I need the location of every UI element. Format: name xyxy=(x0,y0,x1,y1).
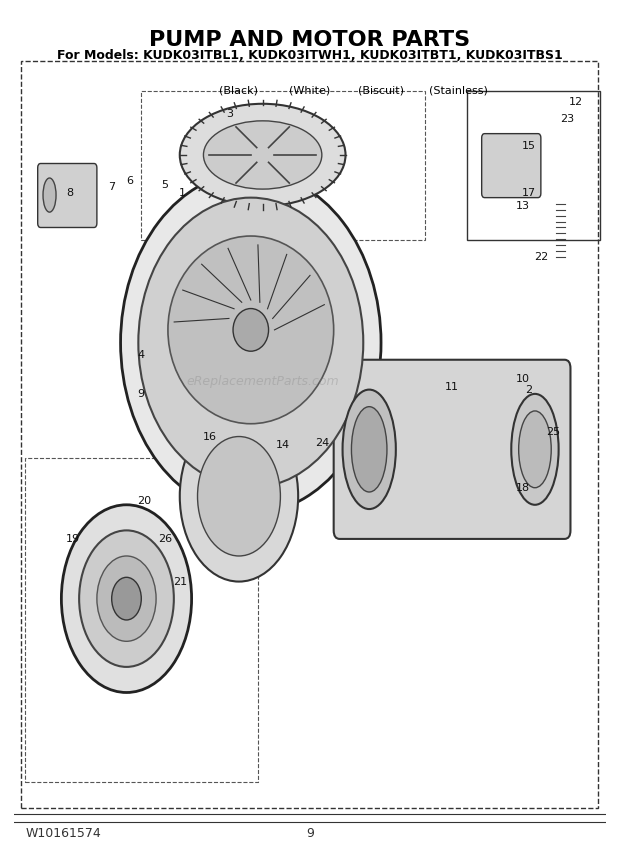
Ellipse shape xyxy=(519,411,551,488)
FancyBboxPatch shape xyxy=(38,163,97,228)
Text: 1: 1 xyxy=(179,188,186,199)
Text: 17: 17 xyxy=(522,188,536,199)
Ellipse shape xyxy=(233,308,268,351)
Text: 15: 15 xyxy=(522,141,536,152)
Ellipse shape xyxy=(61,505,192,693)
Ellipse shape xyxy=(168,236,334,424)
Text: 11: 11 xyxy=(445,382,459,392)
Text: 23: 23 xyxy=(560,114,575,124)
Text: 14: 14 xyxy=(277,440,290,450)
Text: 4: 4 xyxy=(138,350,145,360)
Text: 12: 12 xyxy=(569,97,583,107)
Text: 5: 5 xyxy=(161,180,169,190)
Text: (White): (White) xyxy=(290,86,330,96)
Ellipse shape xyxy=(112,577,141,620)
FancyBboxPatch shape xyxy=(334,360,570,539)
Text: 22: 22 xyxy=(534,253,548,262)
Ellipse shape xyxy=(120,172,381,514)
Ellipse shape xyxy=(343,389,396,509)
Text: 10: 10 xyxy=(516,373,530,383)
Text: eReplacementParts.com: eReplacementParts.com xyxy=(187,375,339,388)
Text: 18: 18 xyxy=(516,483,530,493)
Text: 3: 3 xyxy=(226,109,234,119)
Ellipse shape xyxy=(352,407,387,492)
Text: PUMP AND MOTOR PARTS: PUMP AND MOTOR PARTS xyxy=(149,30,471,50)
Text: 16: 16 xyxy=(202,431,216,442)
Ellipse shape xyxy=(198,437,280,556)
Ellipse shape xyxy=(203,121,322,189)
Text: 9: 9 xyxy=(138,389,145,399)
Text: 20: 20 xyxy=(137,496,151,506)
Text: 21: 21 xyxy=(173,577,187,586)
Text: 26: 26 xyxy=(158,534,172,544)
Ellipse shape xyxy=(180,411,298,581)
Text: 25: 25 xyxy=(546,427,560,437)
FancyBboxPatch shape xyxy=(482,134,541,198)
Text: 13: 13 xyxy=(516,201,530,211)
Text: 8: 8 xyxy=(67,188,74,199)
Ellipse shape xyxy=(43,178,56,212)
Ellipse shape xyxy=(138,198,363,488)
Text: 2: 2 xyxy=(526,384,533,395)
Text: For Models: KUDK03ITBL1, KUDK03ITWH1, KUDK03ITBT1, KUDK03ITBS1: For Models: KUDK03ITBL1, KUDK03ITWH1, KU… xyxy=(57,49,563,62)
Text: 6: 6 xyxy=(126,175,133,186)
Text: 7: 7 xyxy=(108,181,115,192)
Text: (Biscuit): (Biscuit) xyxy=(358,86,404,96)
Text: W10161574: W10161574 xyxy=(26,827,102,840)
Text: 9: 9 xyxy=(306,827,314,840)
Ellipse shape xyxy=(512,394,559,505)
Ellipse shape xyxy=(97,556,156,641)
Text: 24: 24 xyxy=(315,437,329,448)
Text: (Black): (Black) xyxy=(219,86,259,96)
Text: 19: 19 xyxy=(66,534,80,544)
Text: (Stainless): (Stainless) xyxy=(428,86,487,96)
Ellipse shape xyxy=(79,531,174,667)
Ellipse shape xyxy=(180,104,345,206)
